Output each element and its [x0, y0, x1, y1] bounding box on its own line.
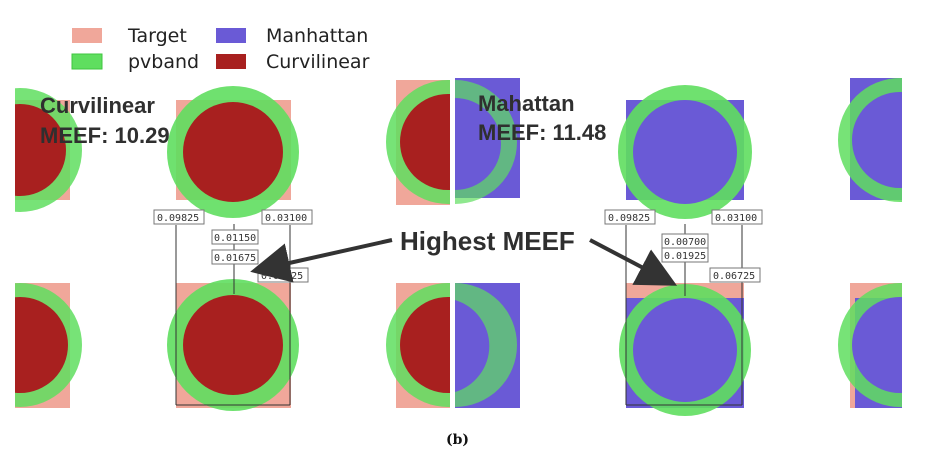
meas-label: 0.03100: [265, 213, 307, 224]
contact-right-edge-top: [386, 80, 450, 205]
manhattan-measurement-labels: 0.09825 0.03100 0.00700 0.01925 0.06725: [604, 209, 763, 283]
meas-label: 0.01150: [214, 233, 256, 244]
figure-caption: (b): [446, 432, 469, 448]
contact-left-edge-bottom: [15, 283, 82, 408]
legend-target-label: Target: [127, 25, 187, 47]
highest-meef-label: Highest MEEF: [400, 226, 575, 256]
contact-center-top: [618, 85, 752, 219]
legend-target-swatch: [72, 28, 102, 43]
arrow-right: [589, 238, 678, 286]
contact-right-edge-bottom: [838, 283, 902, 408]
contact-center-bottom: [619, 283, 751, 416]
meas-label: 0.06725: [261, 271, 303, 282]
arrow-left: [250, 238, 393, 283]
legend-manhattan-swatch: [216, 28, 246, 43]
legend-curvilinear-label: Curvilinear: [266, 51, 370, 73]
manhattan-title: Mahattan: [478, 91, 575, 116]
meas-label: 0.01675: [214, 253, 256, 264]
curvilinear-title: Curvilinear: [40, 93, 155, 118]
meas-label: 0.00700: [664, 237, 706, 248]
meas-label: 0.09825: [608, 213, 650, 224]
contact-center-top: [167, 86, 299, 218]
legend: Target pvband Manhattan Curvilinear: [71, 25, 370, 73]
meas-label: 0.09825: [157, 213, 199, 224]
curvilinear-measurement-labels: 0.09825 0.03100 0.01150 0.01675 0.06725: [153, 209, 313, 283]
meas-label: 0.06725: [713, 271, 755, 282]
manhattan-meef-value: MEEF: 11.48: [478, 120, 606, 145]
meas-label: 0.01925: [664, 251, 706, 262]
contact-left-edge-top: [455, 78, 520, 204]
curvilinear-meef-value: MEEF: 10.29: [40, 123, 170, 148]
highest-meef-annotation: Highest MEEF: [250, 226, 678, 286]
legend-pvband-label: pvband: [128, 51, 199, 73]
legend-manhattan-label: Manhattan: [266, 25, 368, 47]
legend-curvilinear-swatch: [216, 54, 246, 69]
contact-right-edge-top: [838, 78, 902, 202]
contact-left-edge-bottom: [455, 283, 520, 408]
contact-left-edge-top: [15, 88, 82, 212]
meas-label: 0.03100: [715, 213, 757, 224]
contact-center-bottom: [167, 279, 299, 411]
manhattan-panel: [455, 78, 902, 416]
legend-pvband-swatch: [71, 53, 103, 70]
contact-right-edge-bottom: [386, 283, 450, 408]
curvilinear-panel: [15, 80, 450, 411]
